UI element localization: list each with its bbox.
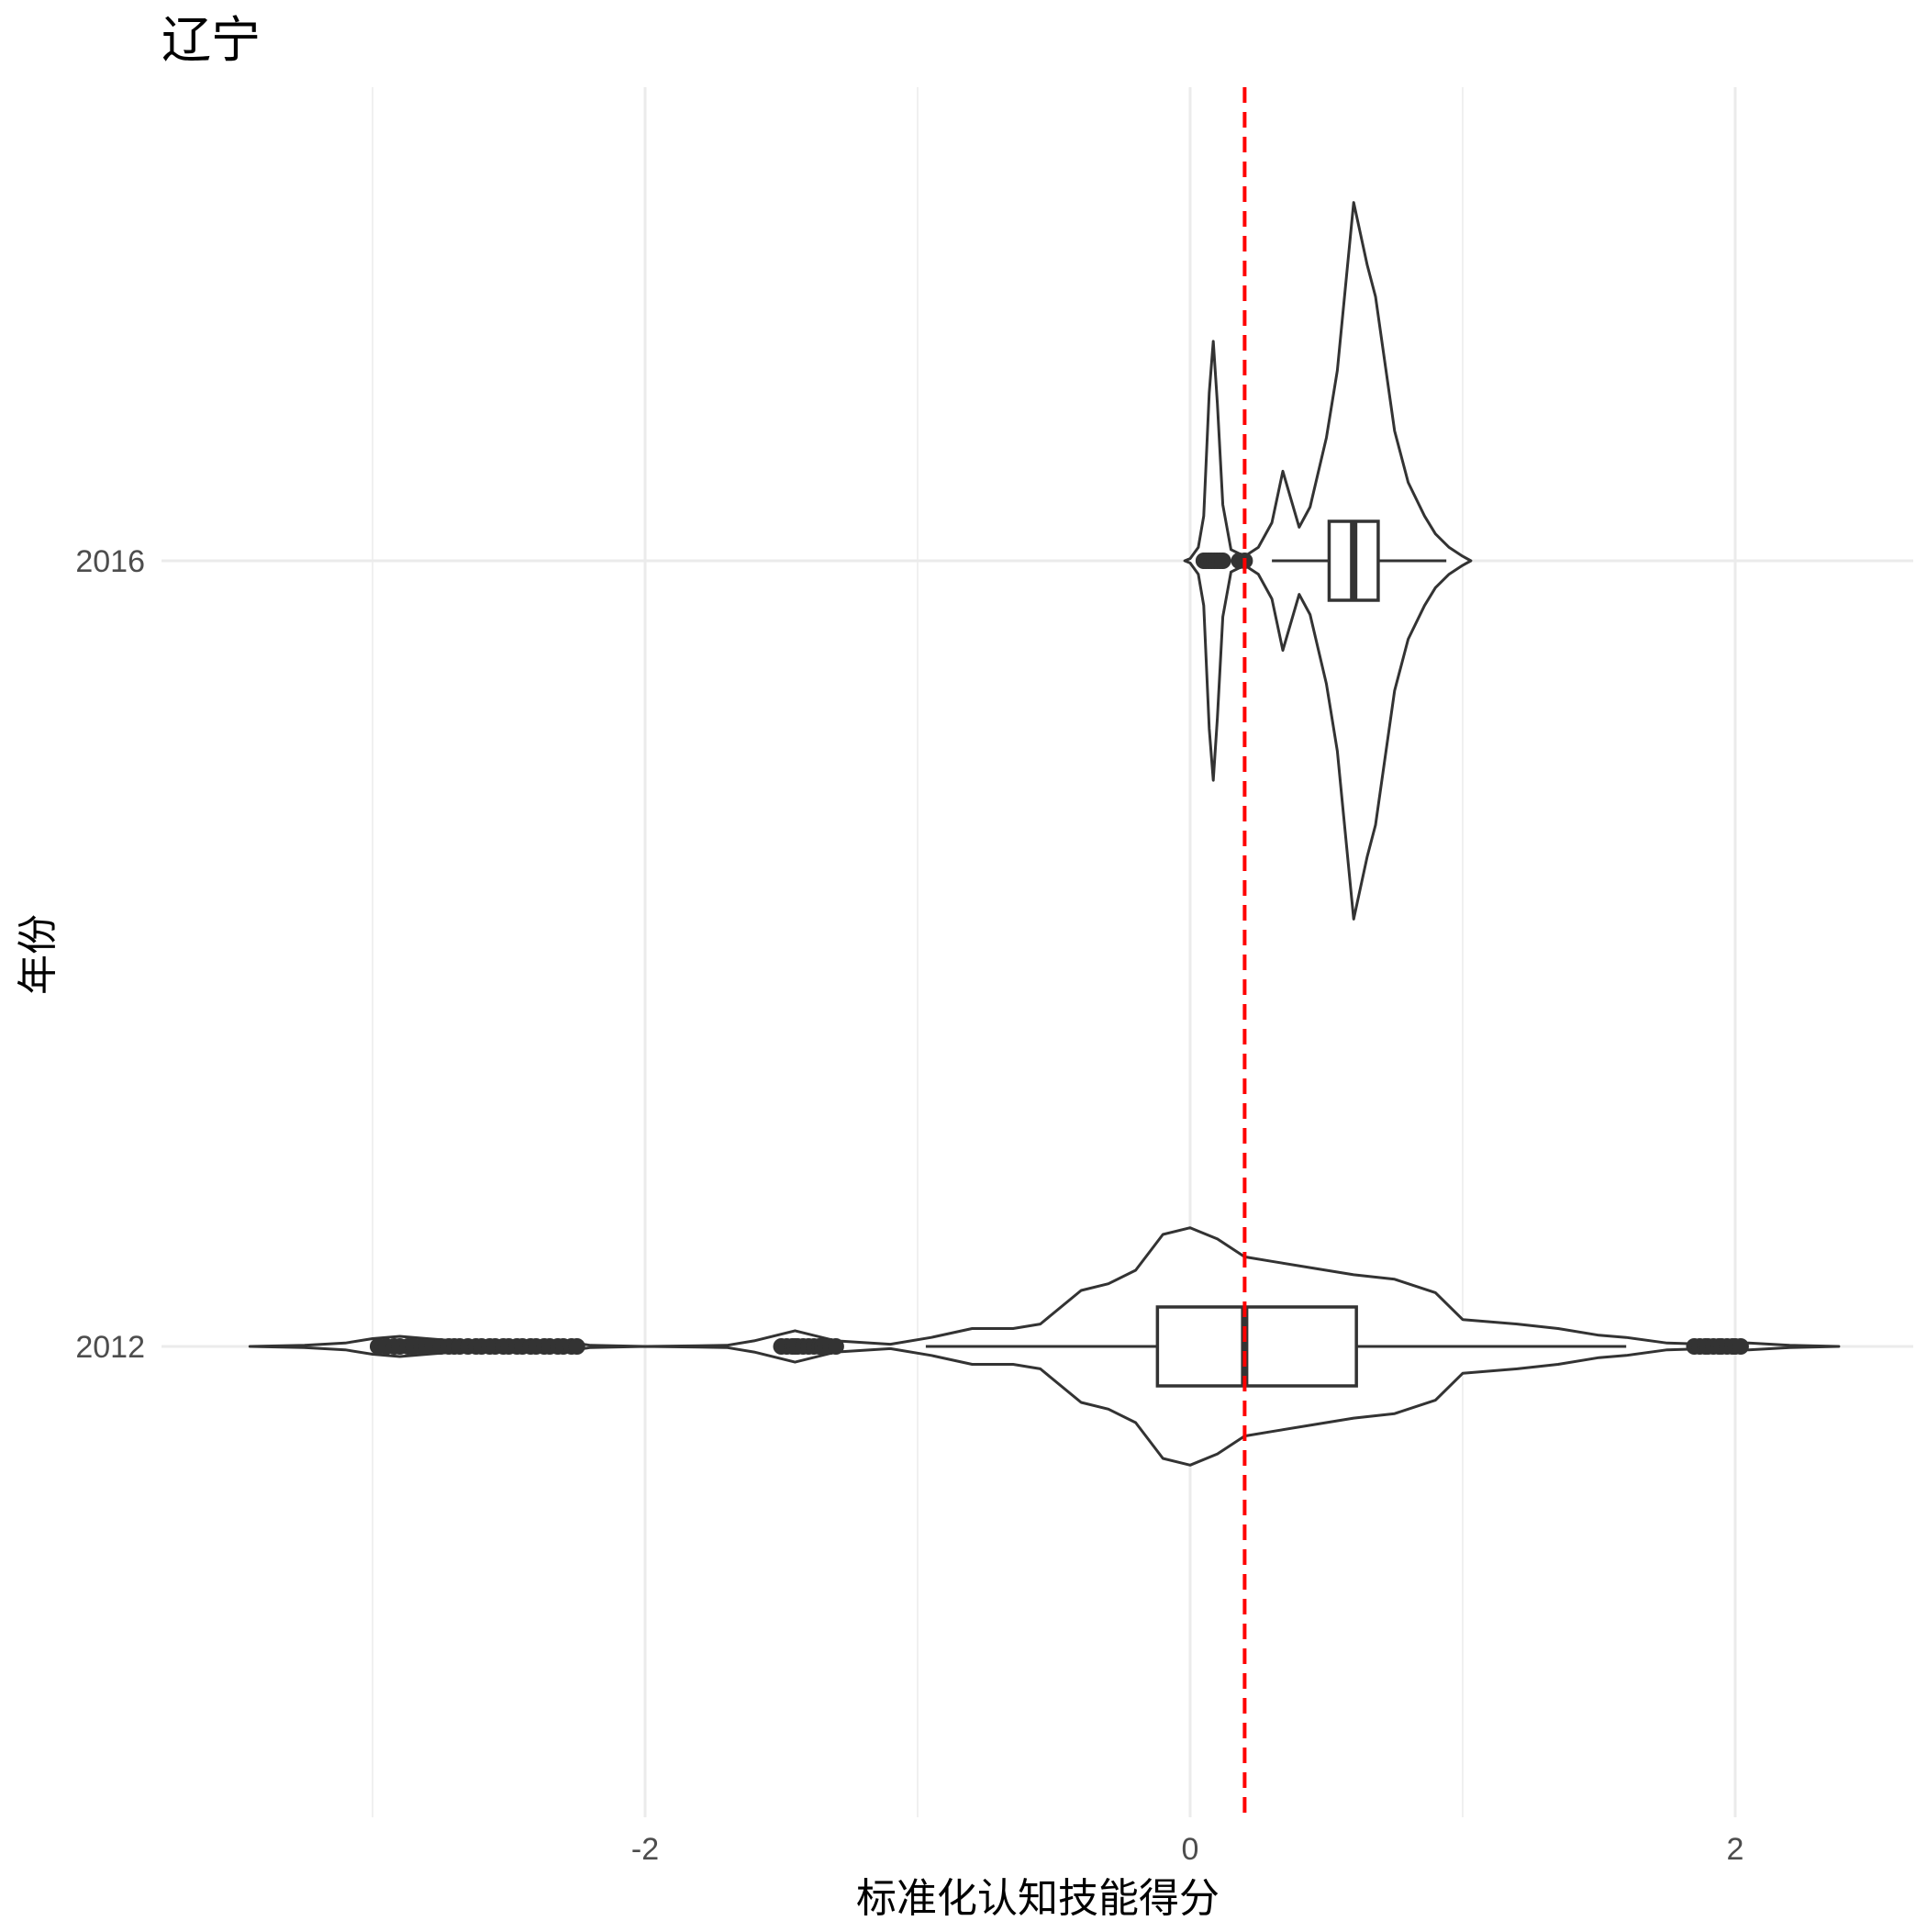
x-tick-label: 2 — [1727, 1832, 1744, 1867]
x-axis-title: 标准化认知技能得分 — [856, 1876, 1220, 1921]
violin-2012 — [248, 1226, 1841, 1467]
violin-layer — [248, 201, 1841, 1467]
outlier-point — [568, 1338, 585, 1355]
y-tick-label: 2016 — [75, 544, 145, 579]
axis-layer: -2 0 2 2016 2012 — [75, 544, 1743, 1867]
y-axis-title: 年份 — [16, 914, 61, 995]
violin-2016 — [1183, 201, 1473, 921]
y-tick-label: 2012 — [75, 1330, 145, 1365]
chart-title: 辽宁 — [162, 13, 261, 68]
outlier-point — [827, 1338, 844, 1355]
outlier-point — [1732, 1338, 1749, 1355]
outlier-point — [1214, 553, 1231, 569]
x-tick-label: -2 — [631, 1832, 659, 1867]
box-body — [1155, 1305, 1358, 1388]
x-tick-label: 0 — [1182, 1832, 1199, 1867]
grid-layer — [162, 87, 1913, 1817]
